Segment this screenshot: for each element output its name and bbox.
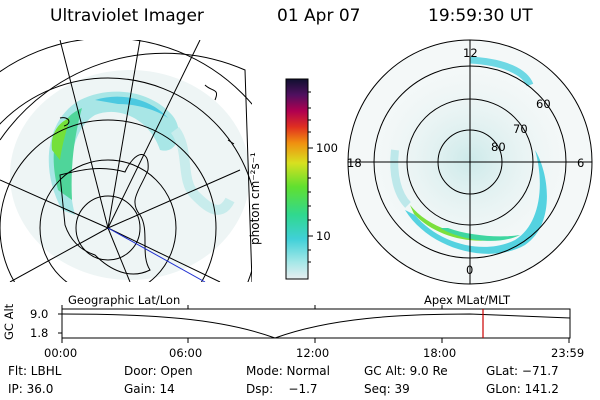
info-glon: GLon: 141.2 [486, 382, 559, 396]
timeline-ytick-1-8: 1.8 [30, 326, 49, 340]
info-door: Door: Open [124, 364, 193, 378]
info-filter: Flt: LBHL [8, 364, 62, 378]
lat-label-70: 70 [513, 122, 528, 136]
timeline-xtick-0000: 00:00 [44, 346, 78, 360]
instrument-title: Ultraviolet Imager [50, 6, 204, 26]
lat-label-60: 60 [536, 97, 551, 111]
timeline-ytick-9: 9.0 [30, 307, 49, 321]
mlt-label-6: 6 [577, 156, 585, 170]
info-glat: GLat: −71.7 [486, 364, 559, 378]
polar-plot [347, 39, 593, 285]
geographic-map [0, 40, 252, 282]
colorbar-tick-10: 10 [316, 229, 331, 243]
info-seq: Seq: 39 [364, 382, 410, 396]
info-dsp: Dsp: −1.7 [246, 382, 318, 396]
mlt-label-0: 0 [466, 263, 474, 277]
info-mode: Mode: Normal [246, 364, 330, 378]
colorbar [285, 78, 309, 280]
colorbar-tick-100: 100 [316, 141, 338, 155]
timeline-right-title: Apex MLat/MLT [424, 293, 511, 307]
lat-label-80: 80 [491, 140, 506, 154]
time-label: 19:59:30 UT [428, 6, 533, 26]
timeline-xtick-0600: 06:00 [169, 346, 203, 360]
timeline-xtick-2359: 23:59 [551, 346, 585, 360]
mlt-label-18: 18 [347, 156, 362, 170]
info-gc-alt: GC Alt: 9.0 Re [364, 364, 448, 378]
timeline-left-title: Geographic Lat/Lon [68, 293, 181, 307]
timeline-axis-label: GC Alt [2, 303, 16, 340]
colorbar-unit-label: photon cm⁻²s⁻¹ [248, 152, 262, 245]
date-label: 01 Apr 07 [277, 6, 361, 26]
gc-alt-timeline [58, 305, 571, 343]
timeline-xtick-1200: 12:00 [296, 346, 330, 360]
info-gain: Gain: 14 [124, 382, 175, 396]
info-ip: IP: 36.0 [8, 382, 54, 396]
timeline-xtick-1800: 18:00 [423, 346, 457, 360]
mlt-label-12: 12 [463, 46, 478, 60]
